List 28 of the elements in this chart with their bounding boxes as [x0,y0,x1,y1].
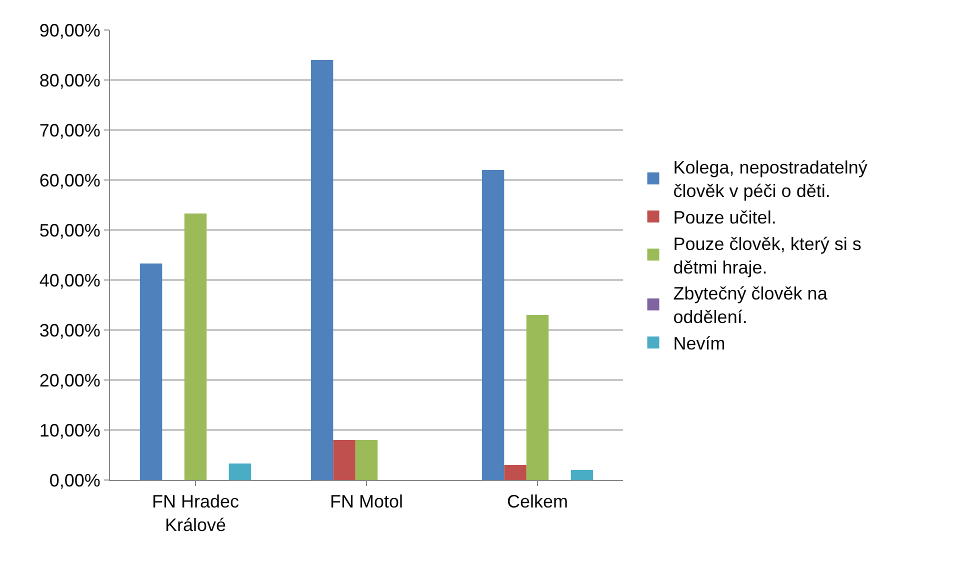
legend-label: Nevím [673,334,726,354]
bar [526,315,549,480]
y-tick-label: 20,00% [39,370,100,390]
x-tick-label: FN Motol [330,492,404,512]
bar [355,440,378,480]
legend-label: Pouze člověk, který si s dětmi hraje. [673,234,862,278]
bar [333,440,356,480]
y-tick-label: 90,00% [39,20,100,40]
bar [310,60,334,480]
y-tick-label: 60,00% [39,170,100,190]
x-tick-label: FN Hradec Králové [152,492,240,535]
y-tick-label: 0,00% [49,470,100,490]
legend-label: Zbytečný člověk na oddělení. [673,284,828,328]
y-tick-label: 50,00% [39,220,100,240]
bar [228,464,252,480]
y-tick-label: 80,00% [39,70,100,90]
y-tick-label: 30,00% [39,320,100,340]
y-tick-label: 40,00% [39,270,100,290]
bar [184,214,207,480]
legend-label: Kolega, nepostradatelný člověk v péči o děti. [673,158,868,202]
y-tick-label: 10,00% [39,420,100,440]
bar [570,470,594,480]
y-tick-label: 70,00% [39,120,100,140]
bar [140,264,162,480]
bar [504,465,526,480]
bar [482,170,504,480]
x-tick-label: Celkem [506,492,568,512]
legend-label: Pouze učitel. [673,208,776,228]
